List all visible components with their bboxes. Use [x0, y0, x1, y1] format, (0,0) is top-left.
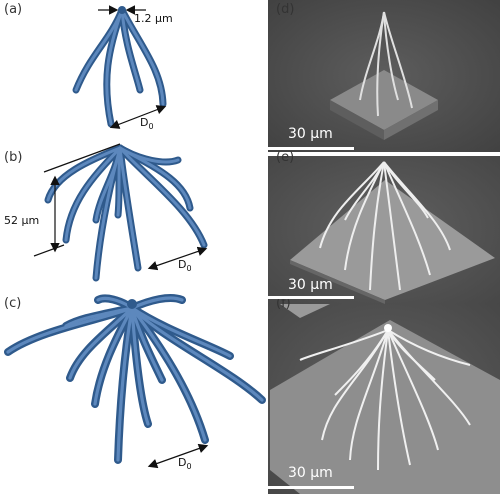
panel-label-f: (f) [276, 296, 291, 311]
structure-c [4, 294, 266, 464]
scale-bar-f [268, 486, 354, 489]
sem-image-d [268, 0, 500, 152]
base-diameter-label-a: D0 [140, 116, 154, 132]
base-diameter-label-b: D0 [178, 258, 192, 274]
height-label: 52 µm [4, 214, 40, 227]
structure-a [72, 6, 167, 128]
panel-label-e: (e) [276, 150, 295, 165]
panel-label-a: (a) [4, 2, 23, 17]
base-diameter-label-c: D0 [178, 456, 192, 472]
base-arrow-c [147, 443, 209, 469]
scale-label-e: 30 µm [288, 277, 333, 293]
base-arrow-a [109, 105, 167, 129]
height-arrow-b [33, 143, 121, 257]
tip-diameter-label: 1.2 µm [134, 12, 173, 25]
panel-label-d: (d) [276, 2, 295, 17]
sem-image-f [268, 304, 500, 494]
sem-image-e [268, 156, 500, 304]
scale-label-d: 30 µm [288, 126, 333, 142]
scale-bar-e [268, 296, 354, 299]
panel-label-b: (b) [4, 150, 23, 165]
base-arrow-b [147, 246, 208, 271]
panel-label-c: (c) [4, 296, 22, 311]
scale-bar-d [268, 147, 354, 150]
scale-label-f: 30 µm [288, 465, 333, 481]
